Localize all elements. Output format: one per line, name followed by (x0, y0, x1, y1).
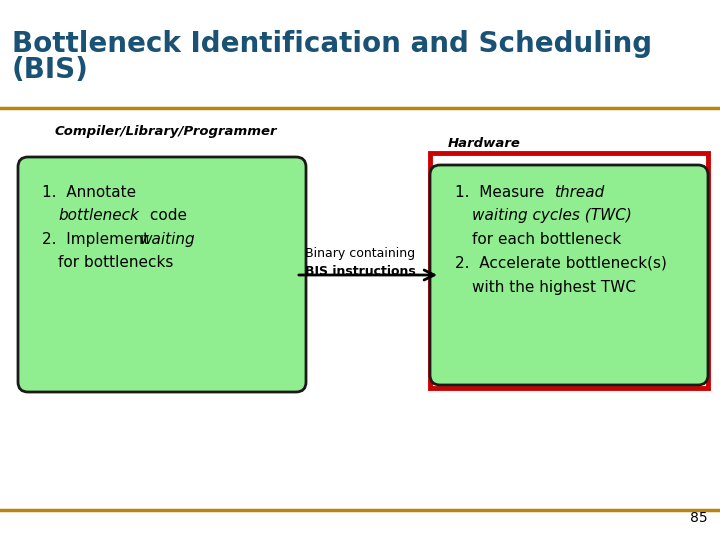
Text: thread: thread (554, 185, 604, 200)
Text: Binary containing: Binary containing (305, 247, 415, 260)
Text: Bottleneck Identification and Scheduling: Bottleneck Identification and Scheduling (12, 30, 652, 58)
Text: 1.  Annotate: 1. Annotate (42, 185, 136, 200)
Text: 1.  Measure: 1. Measure (455, 185, 549, 200)
Text: Hardware: Hardware (448, 137, 521, 150)
Text: waiting: waiting (140, 232, 196, 247)
Text: for bottlenecks: for bottlenecks (58, 255, 174, 270)
FancyBboxPatch shape (430, 165, 708, 385)
Text: for each bottleneck: for each bottleneck (472, 232, 621, 247)
Text: Compiler/Library/Programmer: Compiler/Library/Programmer (55, 125, 277, 138)
Text: with the highest TWC: with the highest TWC (472, 280, 636, 295)
Text: 2.  Implement: 2. Implement (42, 232, 154, 247)
Text: 85: 85 (690, 511, 708, 525)
Text: 2.  Accelerate bottleneck(s): 2. Accelerate bottleneck(s) (455, 256, 667, 271)
Text: BIS instructions: BIS instructions (305, 265, 415, 278)
Text: code: code (145, 208, 187, 223)
Text: bottleneck: bottleneck (58, 208, 139, 223)
Text: waiting cycles (TWC): waiting cycles (TWC) (472, 208, 632, 223)
FancyBboxPatch shape (18, 157, 306, 392)
Text: (BIS): (BIS) (12, 56, 89, 84)
FancyBboxPatch shape (430, 153, 708, 388)
